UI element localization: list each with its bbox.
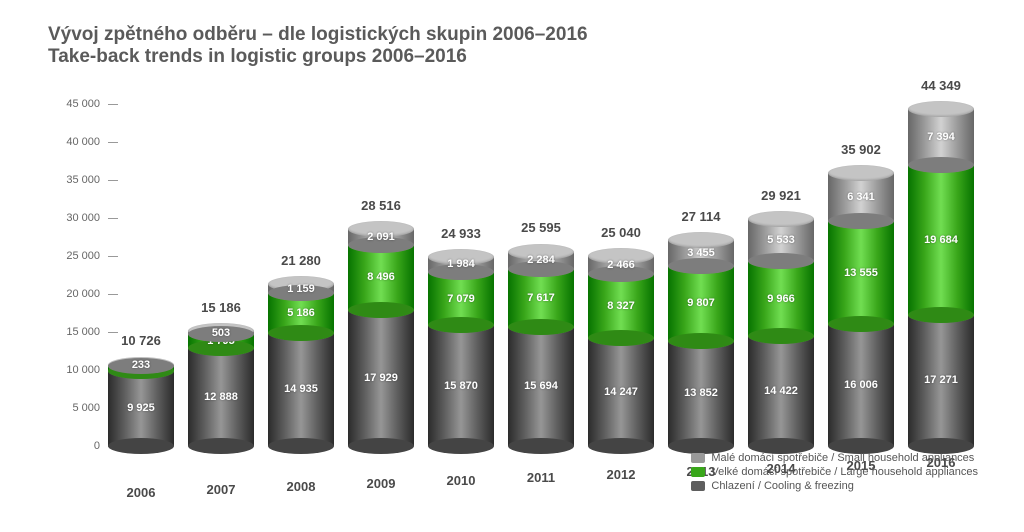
x-label: 2006 bbox=[108, 485, 174, 500]
value-label: 7 079 bbox=[428, 293, 494, 305]
total-label: 25 040 bbox=[581, 225, 661, 240]
value-label: 233 bbox=[108, 359, 174, 371]
total-label: 44 349 bbox=[901, 78, 981, 93]
y-tick-label: 35 000 bbox=[48, 174, 100, 186]
value-label: 13 852 bbox=[668, 387, 734, 399]
chart-titles: Vývoj zpětného odběru – dle logistických… bbox=[48, 24, 588, 68]
total-label: 10 726 bbox=[101, 333, 181, 348]
total-label: 29 921 bbox=[741, 188, 821, 203]
value-label: 14 422 bbox=[748, 385, 814, 397]
y-tick-label: 40 000 bbox=[48, 136, 100, 148]
value-label: 2 284 bbox=[508, 254, 574, 266]
legend-swatch bbox=[691, 453, 705, 463]
title-en: Take-back trends in logistic groups 2006… bbox=[48, 46, 588, 68]
value-label: 13 555 bbox=[828, 267, 894, 279]
legend-label: Malé domácí spotřebiče / Small household… bbox=[711, 452, 974, 464]
plot-area: 9 92556823310 726200612 8881 79550315 18… bbox=[108, 80, 988, 460]
value-label: 9 925 bbox=[108, 402, 174, 414]
value-label: 15 694 bbox=[508, 380, 574, 392]
y-tick-label: 5 000 bbox=[48, 402, 100, 414]
y-tick-label: 10 000 bbox=[48, 364, 100, 376]
legend-swatch bbox=[691, 481, 705, 491]
y-tick-label: 45 000 bbox=[48, 98, 100, 110]
value-label: 5 186 bbox=[268, 307, 334, 319]
legend-label: Chlazení / Cooling & freezing bbox=[711, 480, 853, 492]
value-label: 8 496 bbox=[348, 271, 414, 283]
value-label: 3 455 bbox=[668, 247, 734, 259]
total-label: 27 114 bbox=[661, 209, 741, 224]
x-label: 2012 bbox=[588, 467, 654, 482]
legend: Malé domácí spotřebiče / Small household… bbox=[691, 450, 978, 492]
legend-item: Malé domácí spotřebiče / Small household… bbox=[691, 452, 978, 464]
y-tick-label: 20 000 bbox=[48, 288, 100, 300]
legend-swatch bbox=[691, 467, 705, 477]
value-label: 2 466 bbox=[588, 259, 654, 271]
total-label: 25 595 bbox=[501, 220, 581, 235]
value-label: 19 684 bbox=[908, 234, 974, 246]
value-label: 2 091 bbox=[348, 231, 414, 243]
x-label: 2010 bbox=[428, 473, 494, 488]
value-label: 7 617 bbox=[508, 292, 574, 304]
legend-item: Chlazení / Cooling & freezing bbox=[691, 480, 978, 492]
x-label: 2008 bbox=[268, 479, 334, 494]
value-label: 14 935 bbox=[268, 383, 334, 395]
value-label: 9 966 bbox=[748, 293, 814, 305]
value-label: 12 888 bbox=[188, 391, 254, 403]
y-tick-label: 15 000 bbox=[48, 326, 100, 338]
total-label: 21 280 bbox=[261, 253, 341, 268]
legend-label: Velké domácí spotřebiče / Large househol… bbox=[711, 466, 978, 478]
value-label: 7 394 bbox=[908, 131, 974, 143]
total-label: 15 186 bbox=[181, 300, 261, 315]
x-label: 2009 bbox=[348, 476, 414, 491]
legend-item: Velké domácí spotřebiče / Large househol… bbox=[691, 466, 978, 478]
value-label: 16 006 bbox=[828, 379, 894, 391]
title-cz: Vývoj zpětného odběru – dle logistických… bbox=[48, 24, 588, 46]
y-tick-label: 25 000 bbox=[48, 250, 100, 262]
value-label: 6 341 bbox=[828, 191, 894, 203]
y-tick-label: 30 000 bbox=[48, 212, 100, 224]
chart-area: 0 5 000 10 000 15 000 20 000 25 000 30 000 35 0… bbox=[48, 80, 1008, 500]
total-label: 35 902 bbox=[821, 142, 901, 157]
y-tick-label: 0 bbox=[48, 440, 100, 452]
total-label: 24 933 bbox=[421, 226, 501, 241]
value-label: 503 bbox=[188, 327, 254, 339]
value-label: 14 247 bbox=[588, 386, 654, 398]
value-label: 5 533 bbox=[748, 234, 814, 246]
value-label: 15 870 bbox=[428, 380, 494, 392]
value-label: 8 327 bbox=[588, 300, 654, 312]
value-label: 17 929 bbox=[348, 372, 414, 384]
page: Vývoj zpětného odběru – dle logistických… bbox=[0, 0, 1024, 532]
x-label: 2007 bbox=[188, 482, 254, 497]
value-label: 9 807 bbox=[668, 297, 734, 309]
x-label: 2011 bbox=[508, 470, 574, 485]
value-label: 17 271 bbox=[908, 374, 974, 386]
value-label: 1 159 bbox=[268, 283, 334, 295]
value-label: 1 984 bbox=[428, 258, 494, 270]
total-label: 28 516 bbox=[341, 198, 421, 213]
